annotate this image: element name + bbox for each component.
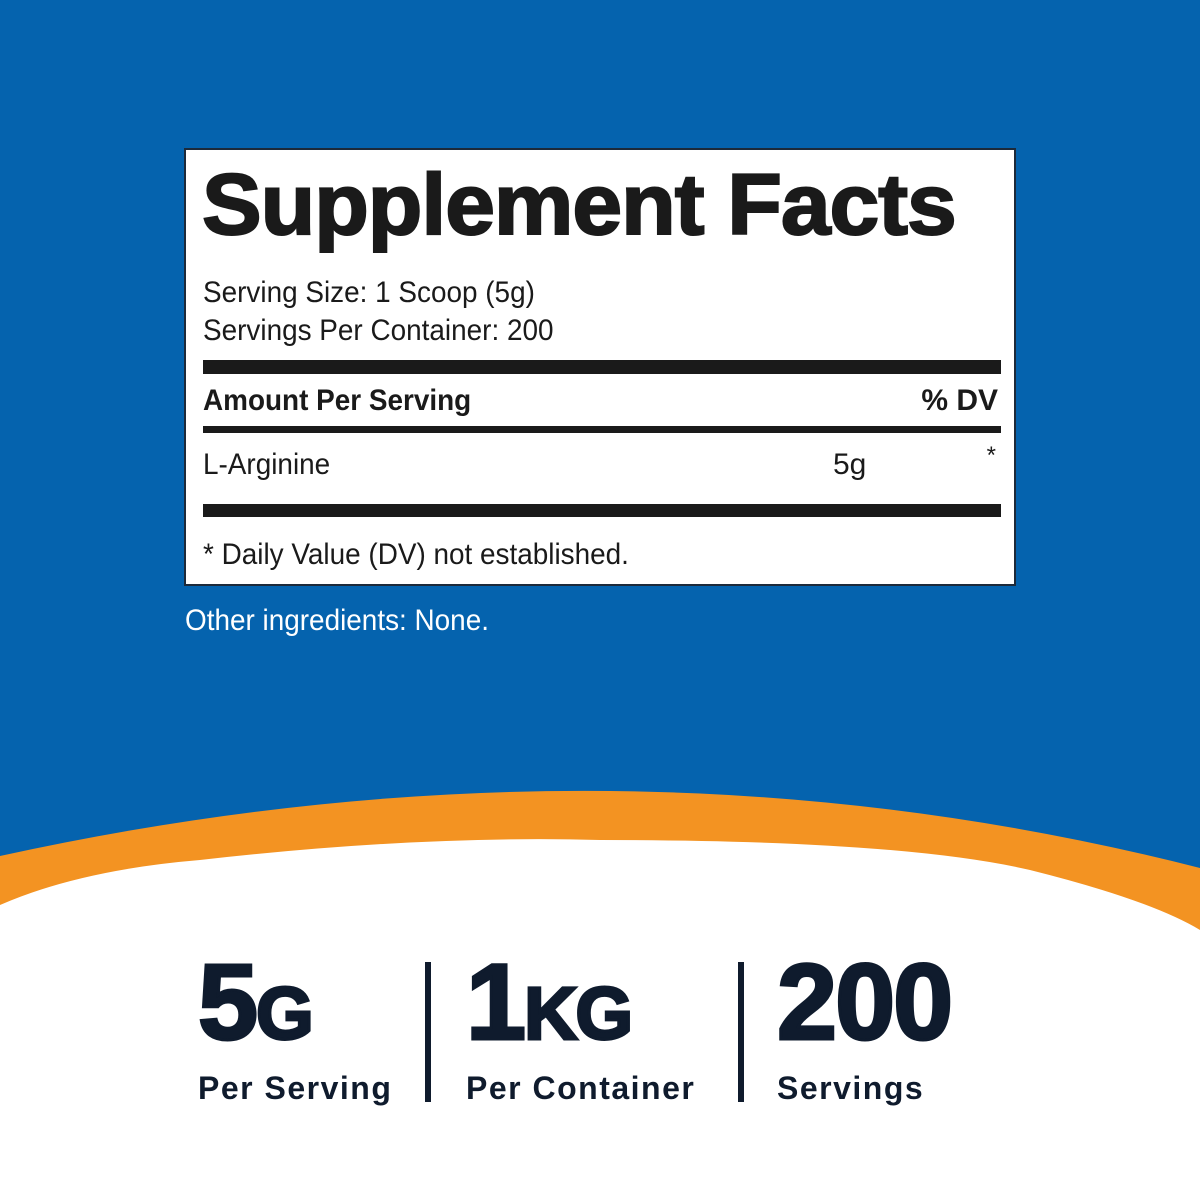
stat-label: Per Container bbox=[466, 1070, 696, 1106]
stat-number: 5 bbox=[196, 941, 259, 1062]
serving-size: Serving Size: 1 Scoop (5g) bbox=[203, 276, 535, 309]
stat-divider bbox=[425, 962, 431, 1102]
other-ingredients: Other ingredients: None. bbox=[185, 604, 489, 637]
stat-number: 1 bbox=[464, 941, 527, 1062]
nutrient-dv: * bbox=[986, 442, 996, 469]
divider-thick bbox=[203, 360, 1001, 374]
nutrient-amount: 5g bbox=[833, 448, 867, 481]
white-arc bbox=[0, 839, 1200, 1200]
stat-unit: KG bbox=[523, 972, 635, 1055]
footnote: * Daily Value (DV) not established. bbox=[203, 538, 629, 571]
stat-label: Servings bbox=[777, 1070, 925, 1106]
header-amount: Amount Per Serving bbox=[203, 384, 472, 417]
stat-servings: 200 Servings bbox=[775, 946, 954, 1107]
divider-thick-bottom bbox=[203, 504, 1001, 517]
stat-divider bbox=[738, 962, 744, 1102]
servings-per-container: Servings Per Container: 200 bbox=[203, 314, 554, 347]
facts-title: Supplement Facts bbox=[201, 156, 958, 254]
header-dv: % DV bbox=[921, 384, 998, 417]
divider-medium bbox=[203, 426, 1001, 433]
stat-unit: G bbox=[255, 972, 316, 1055]
stat-number: 200 bbox=[775, 941, 954, 1062]
nutrient-row: L-Arginine 5g * bbox=[186, 442, 1014, 488]
nutrient-name: L-Arginine bbox=[203, 448, 331, 481]
stat-per-serving: 5G Per Serving bbox=[196, 946, 393, 1107]
stat-label: Per Serving bbox=[198, 1070, 393, 1106]
stat-per-container: 1KG Per Container bbox=[464, 946, 696, 1107]
supplement-facts-panel: Supplement Facts Serving Size: 1 Scoop (… bbox=[184, 148, 1016, 586]
